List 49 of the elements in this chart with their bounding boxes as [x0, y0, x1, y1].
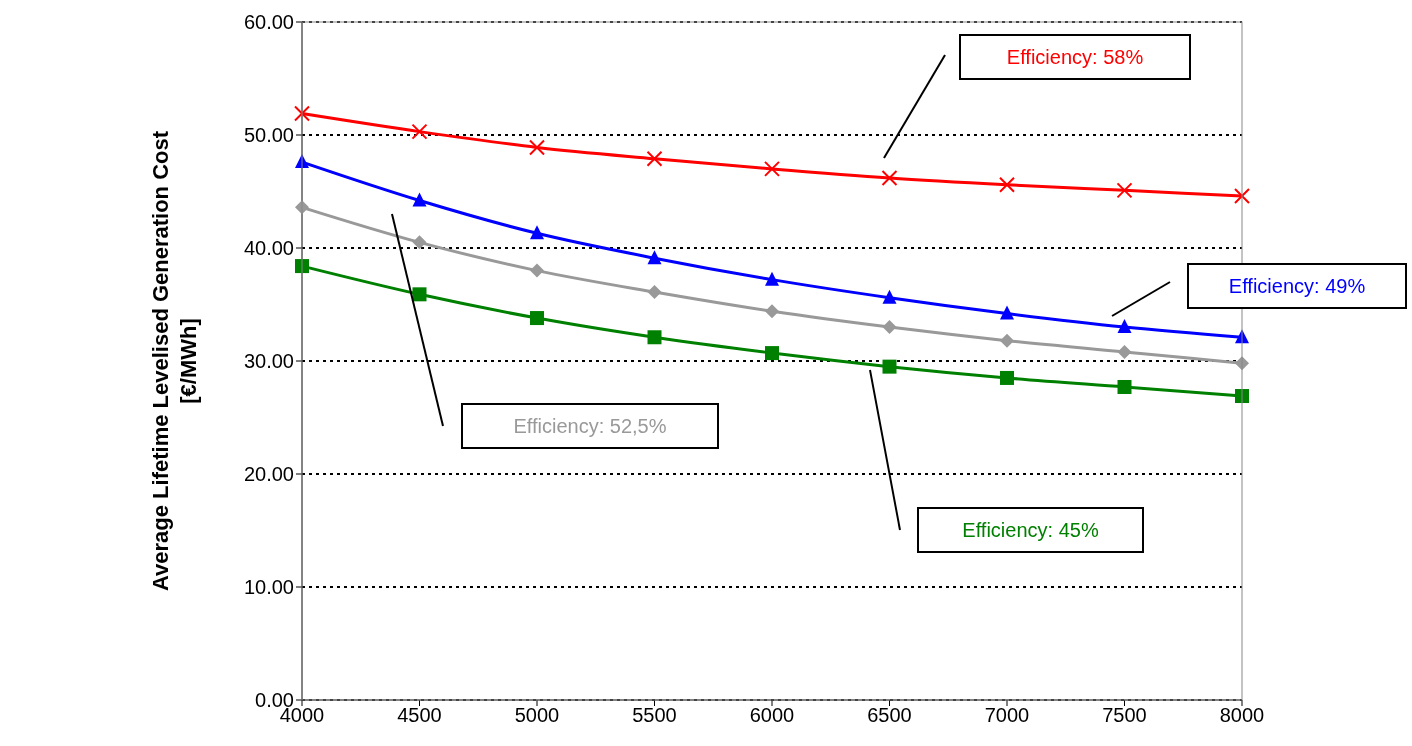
point	[411, 123, 428, 140]
point	[646, 150, 663, 167]
point	[1116, 182, 1133, 199]
y-tick-label: 20.00	[243, 463, 294, 486]
point	[999, 176, 1015, 193]
point	[647, 330, 662, 345]
point	[412, 192, 427, 207]
point	[765, 346, 779, 361]
x-tick-label: 7000	[984, 704, 1030, 727]
point	[1117, 379, 1132, 394]
point	[882, 289, 897, 304]
point	[881, 169, 898, 186]
point	[530, 225, 544, 240]
y-tick-label: 40.00	[243, 237, 294, 260]
y-tick-label: 30.00	[243, 350, 294, 373]
text: Efficiency: 52,5%	[513, 415, 667, 437]
point	[1117, 344, 1132, 359]
x-tick-label: 4500	[397, 704, 442, 727]
point	[1234, 188, 1250, 205]
x-tick-label: 5000	[514, 704, 560, 727]
x-tick-label: 7500	[1102, 704, 1147, 727]
point	[765, 271, 779, 286]
y-axis-title: Average Lifetime Levelised Generation Cost [€/MWh]	[148, 130, 201, 592]
point	[1000, 333, 1014, 348]
text: Efficiency: 45%	[962, 519, 1099, 541]
point	[1000, 305, 1014, 320]
point	[530, 263, 544, 278]
x-tick-label: 6500	[867, 704, 912, 727]
point	[412, 287, 427, 302]
y-tick-label: 60.00	[243, 11, 294, 34]
point	[882, 320, 897, 335]
x-tick-label: 6000	[749, 704, 795, 727]
text: Efficiency: 58%	[1006, 46, 1144, 68]
point	[882, 359, 897, 374]
y-tick-label: 50.00	[243, 124, 294, 147]
point	[1000, 370, 1014, 385]
point	[294, 105, 310, 122]
point	[1117, 319, 1132, 334]
point	[647, 250, 662, 265]
point	[647, 285, 662, 300]
point	[765, 304, 779, 319]
point	[529, 139, 545, 156]
point	[412, 235, 427, 250]
x-tick-label: 5500	[632, 704, 677, 727]
point	[764, 160, 780, 177]
y-tick-label: 10.00	[243, 576, 294, 599]
point	[530, 311, 544, 326]
series-label: Efficiency: 49%	[1228, 275, 1366, 297]
x-tick-label: 8000	[1219, 704, 1265, 727]
